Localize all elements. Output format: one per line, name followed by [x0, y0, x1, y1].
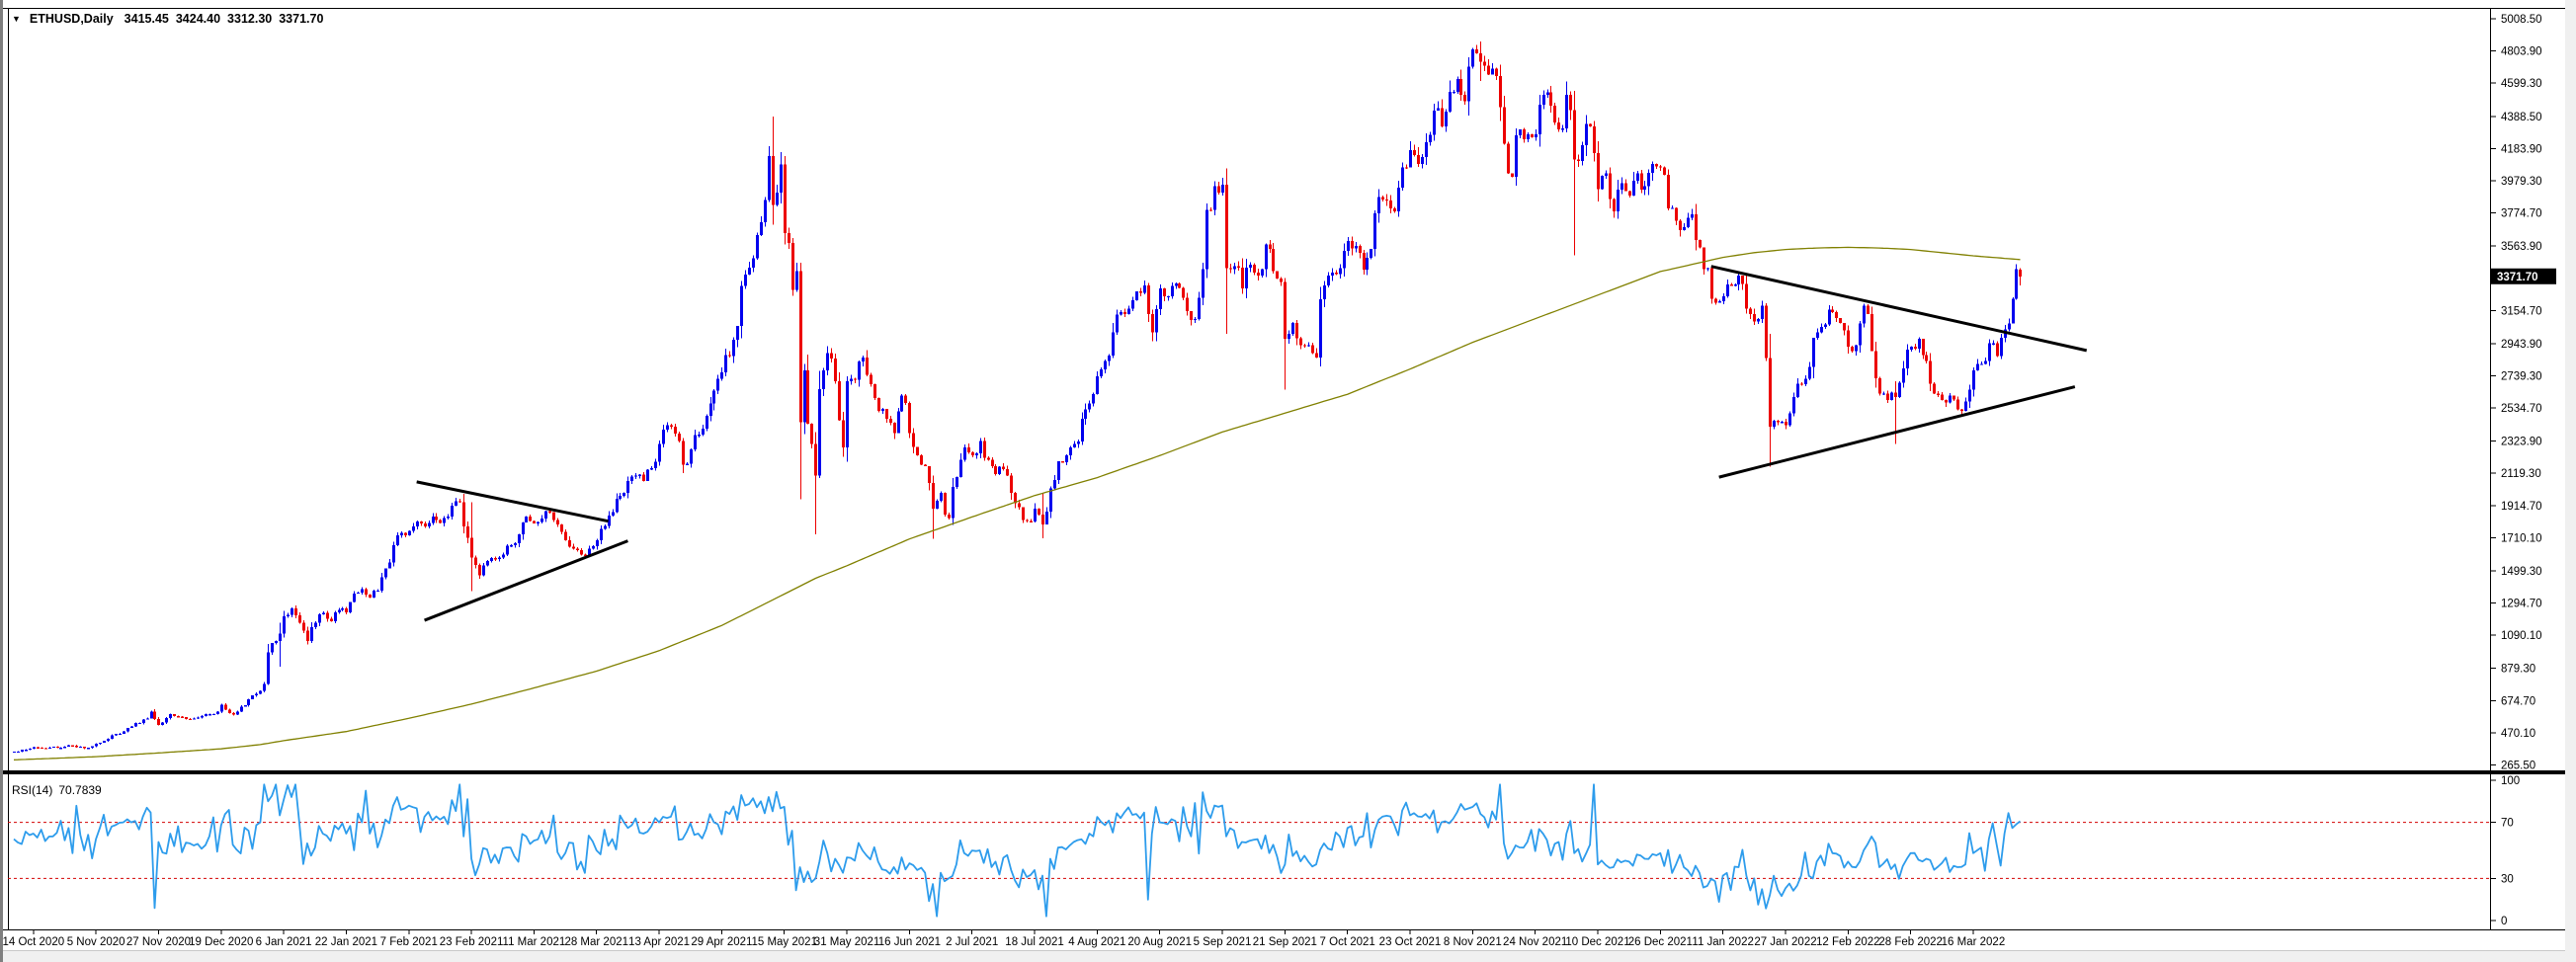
- date-tick-label: 22 Jan 2021: [315, 936, 377, 948]
- price-tick-label: 1294.70: [2501, 599, 2542, 610]
- date-tick-label: 2 Jul 2021: [946, 936, 998, 948]
- price-tick-label: 1499.30: [2501, 566, 2542, 578]
- moving-average-line: [13, 246, 2021, 761]
- rsi-tick-label: 100: [2501, 775, 2520, 787]
- panel-separator[interactable]: [3, 770, 2565, 774]
- date-tick-label: 19 Dec 2020: [189, 936, 253, 948]
- price-axis[interactable]: 5008.50 4803.90 4599.30 4388.50 4183.90 3979.…: [2490, 14, 2542, 772]
- rsi-indicator-value: 70.7839: [58, 783, 102, 797]
- price-tick-label: 4183.90: [2501, 143, 2542, 155]
- trendline-triangle1-lower[interactable]: [424, 539, 628, 622]
- date-tick-label: 26 Dec 2021: [1628, 936, 1693, 948]
- price-tick-label: 2119.30: [2501, 468, 2541, 480]
- price-tick-label: 5008.50: [2501, 14, 2542, 26]
- date-tick-label: 23 Feb 2021: [440, 936, 504, 948]
- date-tick-label: 18 Jul 2021: [1005, 936, 1063, 948]
- price-tick-label: 2739.30: [2501, 370, 2542, 382]
- date-tick-label: 7 Oct 2021: [1320, 936, 1375, 948]
- price-tick-label: 674.70: [2501, 695, 2535, 707]
- rsi-indicator-name: RSI(14): [12, 783, 53, 797]
- date-tick-label: 16 Mar 2022: [1942, 936, 2006, 948]
- date-tick-label: 24 Nov 2021: [1503, 936, 1567, 948]
- price-tick-label: 3563.90: [2501, 241, 2542, 253]
- date-tick-label: 16 Jun 2021: [878, 936, 941, 948]
- date-tick-label: 27 Jan 2022: [1754, 936, 1816, 948]
- chart-dropdown-icon[interactable]: ▼: [12, 14, 21, 24]
- price-tick-label: 4388.50: [2501, 112, 2542, 123]
- date-tick-label: 15 May 2021: [751, 936, 817, 948]
- price-tick-label: 1710.10: [2501, 532, 2542, 544]
- candlestick-series[interactable]: [13, 40, 2022, 754]
- date-tick-label: 11 Jan 2022: [1692, 936, 1753, 948]
- rsi-indicator-label: RSI(14) 70.7839: [12, 783, 102, 797]
- date-tick-label: 4 Aug 2021: [1068, 936, 1125, 948]
- date-tick-label: 6 Jan 2021: [256, 936, 312, 948]
- ohlc-close: 3371.70: [279, 12, 324, 26]
- price-tick-label: 2534.70: [2501, 403, 2542, 415]
- price-tick-label: 879.30: [2501, 664, 2535, 676]
- date-tick-label: 27 Nov 2020: [126, 936, 191, 948]
- date-tick-label: 5 Nov 2020: [67, 936, 125, 948]
- ohlc-open: 3415.45: [124, 12, 169, 26]
- date-tick-label: 21 Sep 2021: [1253, 936, 1317, 948]
- date-tick-label: 29 Apr 2021: [691, 936, 752, 948]
- rsi-tick-label: 30: [2501, 873, 2514, 885]
- price-tick-label: 2323.90: [2501, 437, 2542, 448]
- date-tick-label: 8 Nov 2021: [1444, 936, 1502, 948]
- date-tick-label: 7 Feb 2021: [380, 936, 438, 948]
- trendline-triangle2-lower[interactable]: [1718, 385, 2076, 479]
- ohlc-high: 3424.40: [175, 12, 221, 26]
- price-tick-label: 3774.70: [2501, 208, 2542, 220]
- current-price-tag: 3371.70: [2491, 268, 2556, 284]
- date-tick-label: 12 Feb 2022: [1816, 936, 1880, 948]
- date-tick-label: 10 Dec 2021: [1565, 936, 1629, 948]
- price-tick-label: 4599.30: [2501, 78, 2542, 90]
- ohlc-low: 3312.30: [227, 12, 273, 26]
- date-tick-label: 14 Oct 2020: [2, 936, 64, 948]
- svg-text:3371.70: 3371.70: [2497, 272, 2538, 283]
- date-tick-label: 20 Aug 2021: [1127, 936, 1192, 948]
- price-tick-label: 3979.30: [2501, 176, 2542, 188]
- symbol-timeframe-label: ETHUSD,Daily: [29, 12, 114, 26]
- price-tick-label: 1090.10: [2501, 630, 2542, 642]
- trendline-triangle2-upper[interactable]: [1710, 265, 2088, 353]
- date-tick-label: 28 Feb 2022: [1878, 936, 1943, 948]
- rsi-tick-label: 0: [2501, 916, 2507, 927]
- date-tick-label: 11 Mar 2021: [503, 936, 566, 948]
- price-tick-label: 2943.90: [2501, 339, 2542, 351]
- price-tick-label: 4803.90: [2501, 46, 2542, 58]
- trendline-triangle1-upper[interactable]: [416, 480, 609, 523]
- date-tick-label: 28 Mar 2021: [564, 936, 628, 948]
- date-tick-label: 23 Oct 2021: [1379, 936, 1442, 948]
- date-tick-label: 31 May 2021: [814, 936, 880, 948]
- rsi-panel: 100 70 30 0: [8, 775, 2520, 927]
- price-tick-label: 265.50: [2501, 761, 2535, 772]
- symbol-ohlc-label: ▼ ETHUSD,Daily 3415.45 3424.40 3312.30 3…: [12, 12, 323, 26]
- rsi-line: [13, 783, 2022, 918]
- date-tick-label: 5 Sep 2021: [1194, 936, 1252, 948]
- price-tick-label: 3154.70: [2501, 305, 2542, 317]
- price-tick-label: 470.10: [2501, 728, 2535, 740]
- price-tick-label: 1914.70: [2501, 501, 2542, 513]
- plot-frame: [3, 8, 2565, 930]
- rsi-tick-label: 70: [2501, 818, 2514, 830]
- date-tick-label: 13 Apr 2021: [628, 936, 690, 948]
- window-left-border: [0, 0, 3, 962]
